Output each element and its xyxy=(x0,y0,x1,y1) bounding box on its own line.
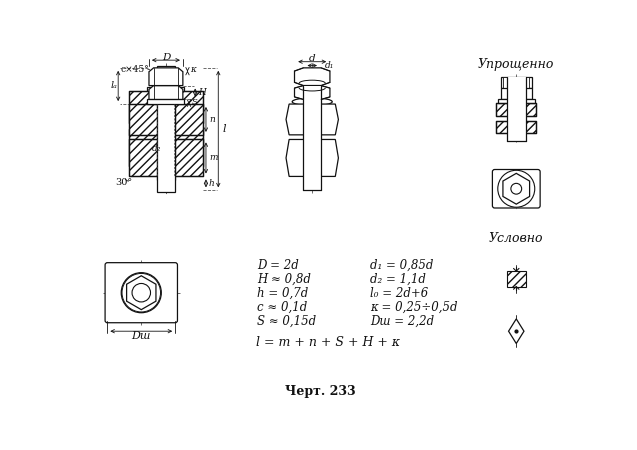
Text: d: d xyxy=(309,54,315,63)
Bar xyxy=(507,271,526,287)
Text: S: S xyxy=(192,98,198,106)
FancyBboxPatch shape xyxy=(492,170,540,208)
Text: D: D xyxy=(162,53,170,62)
Polygon shape xyxy=(286,140,338,176)
Bar xyxy=(507,120,526,134)
Polygon shape xyxy=(294,86,330,99)
Text: Dш: Dш xyxy=(132,331,151,341)
Text: Упрощенно: Упрощенно xyxy=(478,58,554,71)
Text: H: H xyxy=(198,88,206,97)
Text: S ≈ 0,15d: S ≈ 0,15d xyxy=(257,315,316,328)
Ellipse shape xyxy=(122,274,161,312)
Text: l = m + n + S + H + κ: l = m + n + S + H + κ xyxy=(256,336,401,349)
Bar xyxy=(496,121,536,133)
Text: d₁ = 0,85d: d₁ = 0,85d xyxy=(370,259,433,272)
Polygon shape xyxy=(503,173,529,204)
Bar xyxy=(147,87,184,91)
Bar xyxy=(129,91,203,123)
Polygon shape xyxy=(508,319,524,343)
Text: Условно: Условно xyxy=(489,232,543,245)
Bar xyxy=(497,99,534,103)
Circle shape xyxy=(132,284,150,302)
Ellipse shape xyxy=(121,273,161,313)
Text: d₂: d₂ xyxy=(152,144,161,153)
Text: Черт. 233: Черт. 233 xyxy=(285,385,355,398)
Bar xyxy=(501,88,532,99)
Text: κ: κ xyxy=(190,65,196,74)
Ellipse shape xyxy=(292,98,333,106)
Circle shape xyxy=(511,183,522,194)
Text: lₐ: lₐ xyxy=(111,81,118,90)
Bar xyxy=(303,86,322,190)
Text: D = 2d: D = 2d xyxy=(257,259,299,272)
Text: 30°: 30° xyxy=(115,178,132,187)
Text: m: m xyxy=(209,153,218,162)
Bar xyxy=(147,99,184,104)
Bar xyxy=(496,103,536,117)
Bar xyxy=(129,140,203,176)
Bar xyxy=(129,130,203,166)
Bar xyxy=(157,68,175,180)
Text: h = 0,7d: h = 0,7d xyxy=(257,287,308,300)
FancyBboxPatch shape xyxy=(105,263,178,323)
Polygon shape xyxy=(149,68,183,86)
Text: h: h xyxy=(209,179,215,188)
Text: Dш = 2,2d: Dш = 2,2d xyxy=(370,315,434,328)
Bar xyxy=(157,90,175,124)
Polygon shape xyxy=(127,276,156,310)
Text: κ = 0,25÷0,5d: κ = 0,25÷0,5d xyxy=(370,301,457,314)
Text: d₁: d₁ xyxy=(324,61,334,70)
Text: c ≈ 0,1d: c ≈ 0,1d xyxy=(257,301,307,314)
Bar xyxy=(501,77,532,88)
Polygon shape xyxy=(149,86,183,99)
Text: l: l xyxy=(222,124,225,134)
Bar xyxy=(157,139,175,177)
Text: c×45°: c×45° xyxy=(121,65,150,74)
Text: n: n xyxy=(209,115,215,124)
Bar xyxy=(129,104,203,135)
Bar xyxy=(157,129,175,167)
Polygon shape xyxy=(294,68,330,86)
Text: H ≈ 0,8d: H ≈ 0,8d xyxy=(257,273,311,286)
Bar xyxy=(507,77,526,141)
Bar xyxy=(157,66,175,192)
Bar xyxy=(503,77,529,88)
Text: d₂ = 1,1d: d₂ = 1,1d xyxy=(370,273,426,286)
Ellipse shape xyxy=(497,170,534,207)
Bar xyxy=(157,104,175,135)
Polygon shape xyxy=(286,104,338,135)
Bar xyxy=(507,102,526,117)
Text: l₀ = 2d+6: l₀ = 2d+6 xyxy=(370,287,428,300)
